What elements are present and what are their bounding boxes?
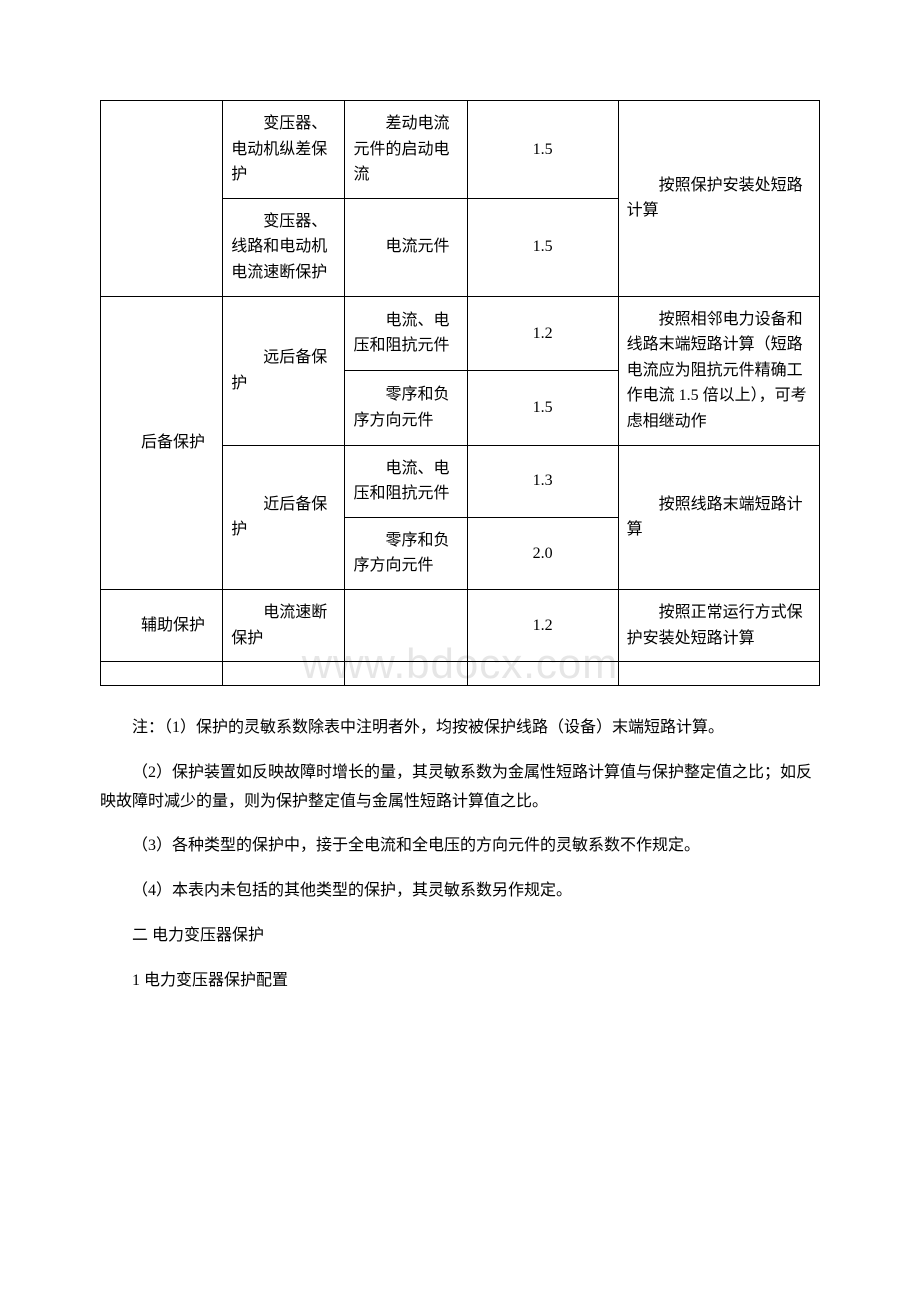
cell: 电流元件: [345, 198, 467, 296]
cell: 后备保护: [101, 296, 223, 589]
cell: 零序和负序方向元件: [345, 517, 467, 589]
sensitivity-table: 变压器、电动机纵差保护 差动电流元件的启动电流 1.5 按照保护安装处短路计算 …: [100, 100, 820, 686]
cell: [345, 589, 467, 661]
cell: 1.2: [467, 589, 618, 661]
cell: 按照正常运行方式保护安装处短路计算: [618, 589, 819, 661]
cell: 2.0: [467, 517, 618, 589]
cell: 按照保护安装处短路计算: [618, 101, 819, 297]
table-row: [101, 662, 820, 686]
cell: 1.2: [467, 296, 618, 370]
cell: 变压器、电动机纵差保护: [223, 101, 345, 199]
note-4: （4）本表内未包括的其他类型的保护，其灵敏系数另作规定。: [100, 877, 820, 906]
document-page: 变压器、电动机纵差保护 差动电流元件的启动电流 1.5 按照保护安装处短路计算 …: [0, 0, 920, 1072]
cell: [345, 662, 467, 686]
note-3: （3）各种类型的保护中，接于全电流和全电压的方向元件的灵敏系数不作规定。: [100, 832, 820, 861]
notes-section: 注：（1）保护的灵敏系数除表中注明者外，均按被保护线路（设备）末端短路计算。 （…: [100, 714, 820, 996]
table-row: 变压器、电动机纵差保护 差动电流元件的启动电流 1.5 按照保护安装处短路计算: [101, 101, 820, 199]
cell: 变压器、线路和电动机电流速断保护: [223, 198, 345, 296]
cell: 差动电流元件的启动电流: [345, 101, 467, 199]
cell: 1.3: [467, 445, 618, 517]
table-row: 辅助保护 电流速断保护 1.2 按照正常运行方式保护安装处短路计算: [101, 589, 820, 661]
cell: 电流、电压和阻抗元件: [345, 445, 467, 517]
cell: [101, 662, 223, 686]
section-heading-2: 二 电力变压器保护: [100, 922, 820, 951]
cell: [223, 662, 345, 686]
cell: 电流速断保护: [223, 589, 345, 661]
cell: 近后备保护: [223, 445, 345, 589]
cell: [467, 662, 618, 686]
table-row: 后备保护 远后备保护 电流、电压和阻抗元件 1.2 按照相邻电力设备和线路末端短…: [101, 296, 820, 370]
cell: 1.5: [467, 198, 618, 296]
cell: [618, 662, 819, 686]
cell: 电流、电压和阻抗元件: [345, 296, 467, 370]
note-1: 注：（1）保护的灵敏系数除表中注明者外，均按被保护线路（设备）末端短路计算。: [100, 714, 820, 743]
cell: 远后备保护: [223, 296, 345, 445]
cell: 辅助保护: [101, 589, 223, 661]
cell: 零序和负序方向元件: [345, 371, 467, 445]
note-2: （2）保护装置如反映故障时增长的量，其灵敏系数为金属性短路计算值与保护整定值之比…: [100, 759, 820, 817]
cell: 1.5: [467, 371, 618, 445]
cell: [101, 101, 223, 297]
section-heading-2-1: 1 电力变压器保护配置: [100, 967, 820, 996]
cell: 按照相邻电力设备和线路末端短路计算（短路电流应为阻抗元件精确工作电流 1.5 倍…: [618, 296, 819, 445]
cell: 按照线路末端短路计算: [618, 445, 819, 589]
cell: 1.5: [467, 101, 618, 199]
